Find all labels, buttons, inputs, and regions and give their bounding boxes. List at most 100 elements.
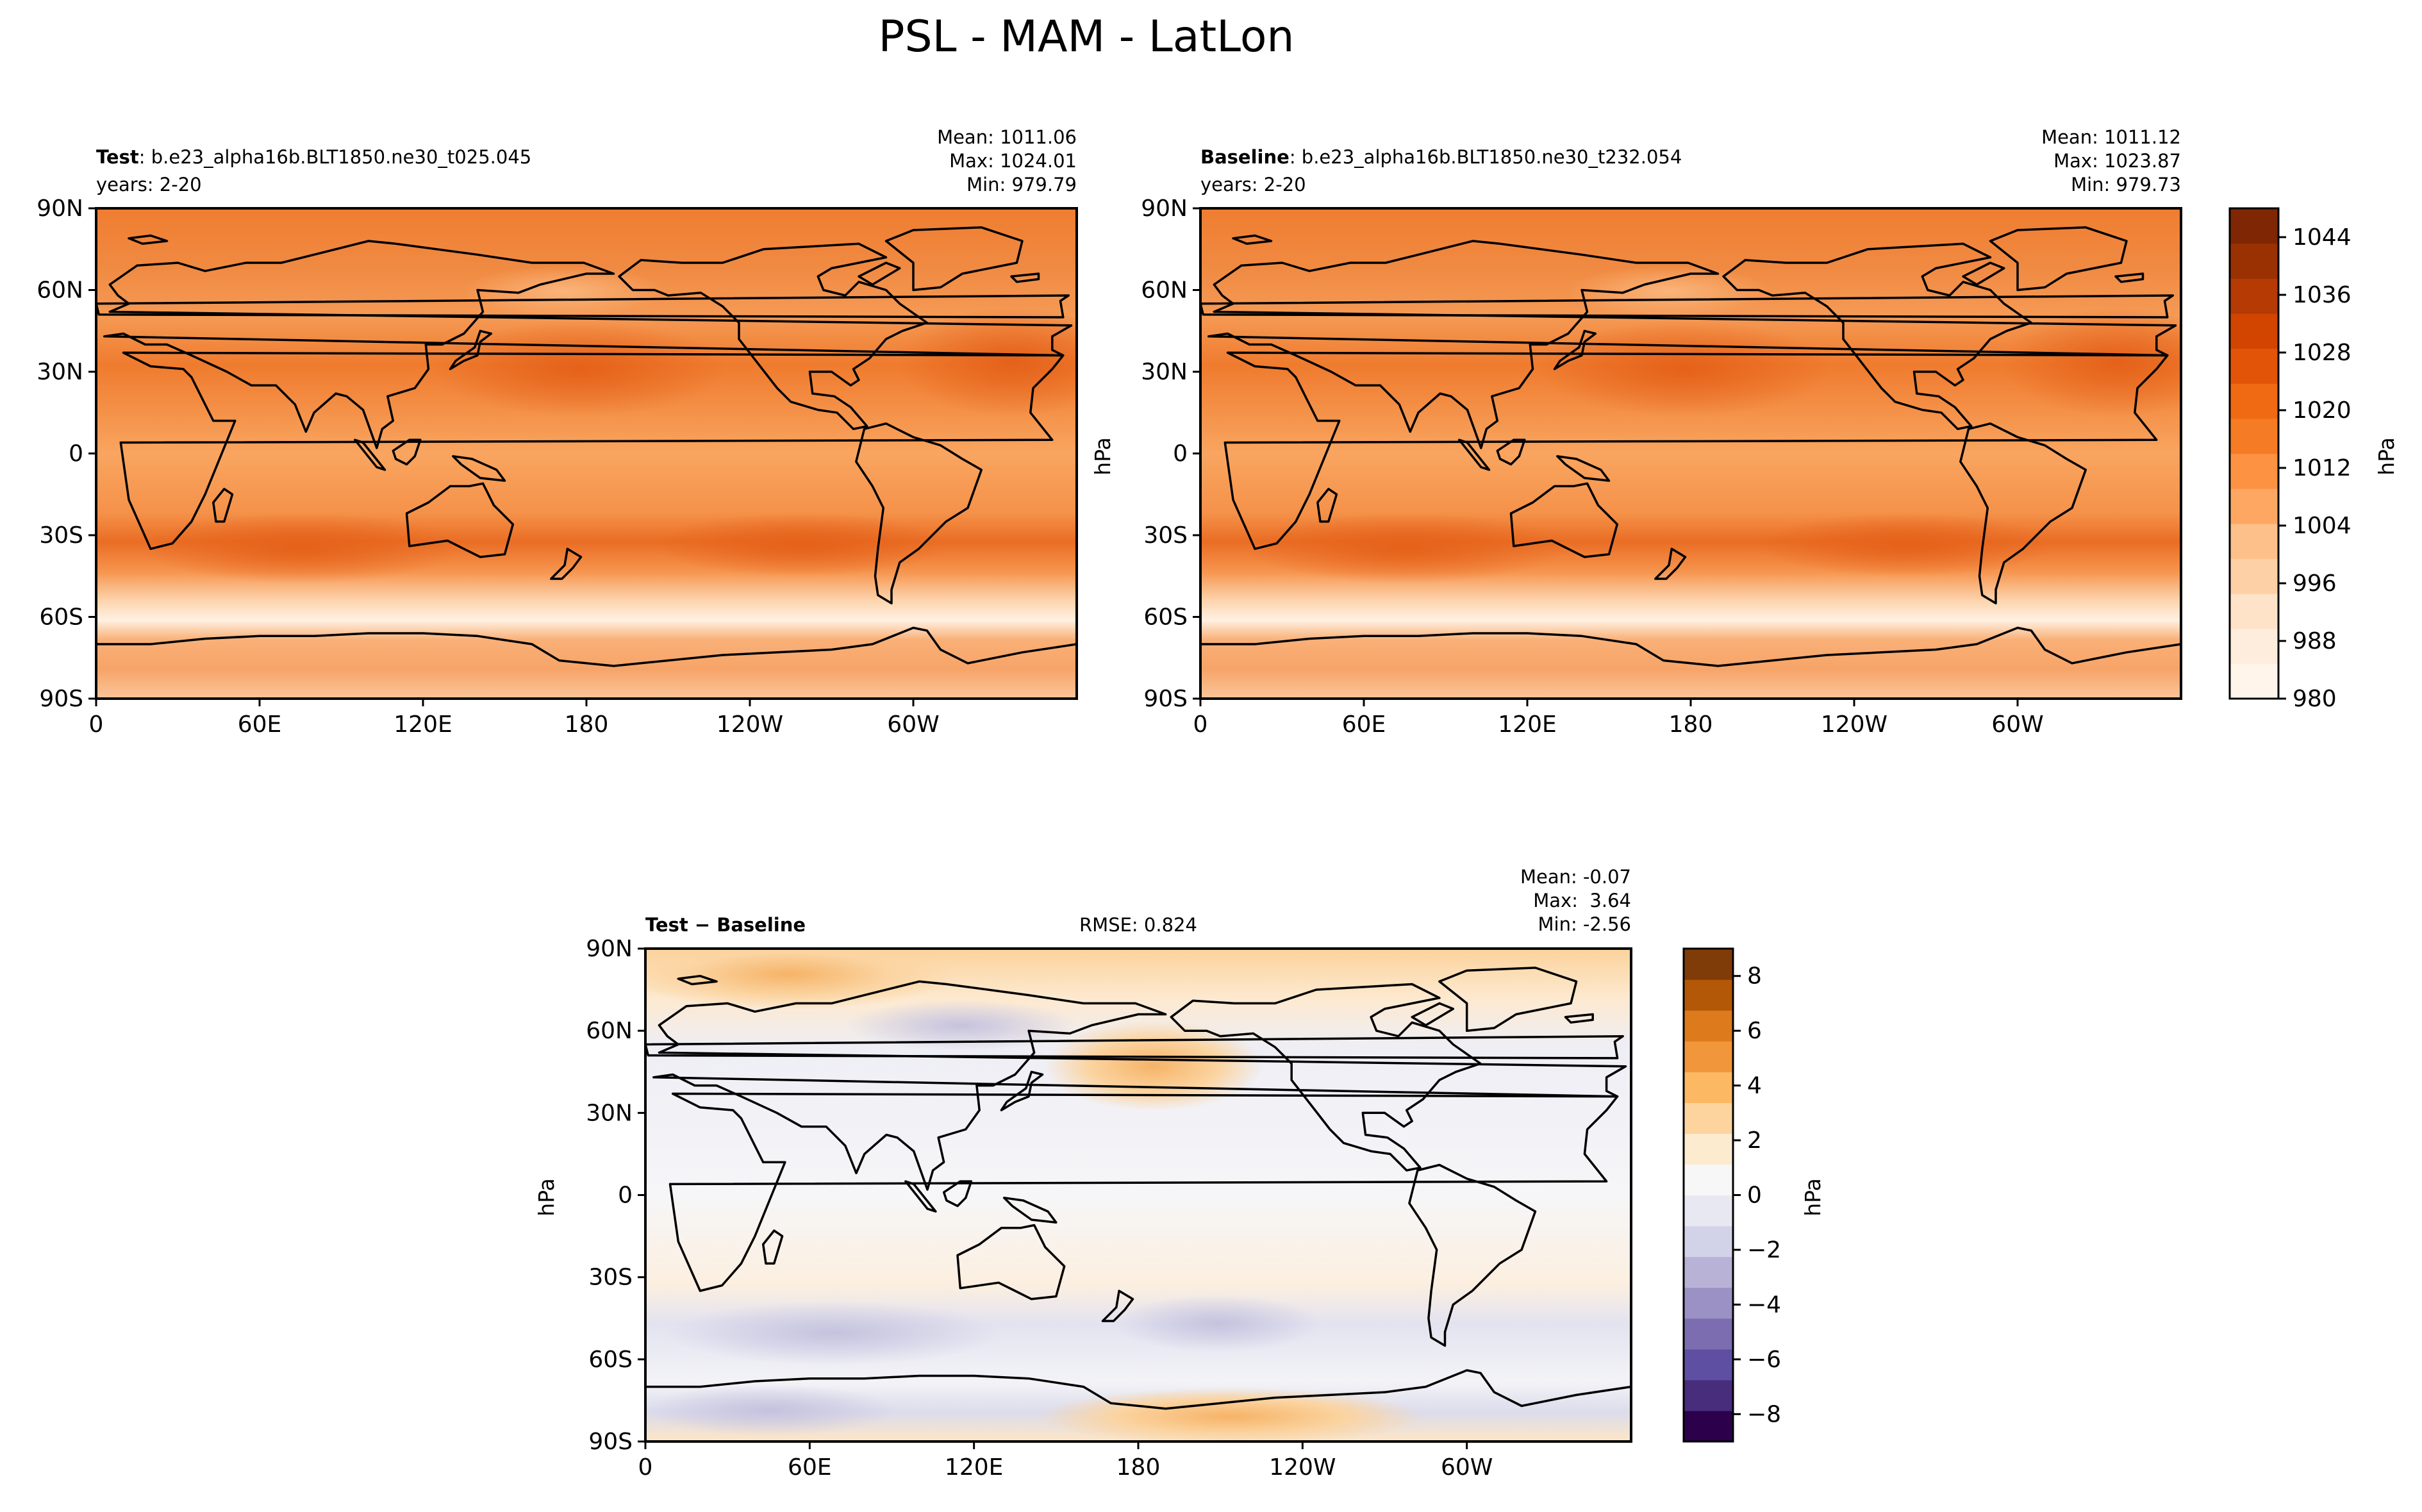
coastline-south-america — [1959, 422, 2087, 605]
diff-positive-arctic — [645, 949, 955, 1009]
coastline-iceland — [1564, 1013, 1594, 1024]
lon-tick-label: 180 — [565, 711, 609, 738]
test-stat-max: Max: 1024.01 — [949, 150, 1077, 172]
colorbar-swatch — [1684, 1225, 1733, 1258]
colorbar-swatch — [2230, 594, 2278, 629]
lat-tick-label: 60N — [37, 278, 83, 304]
diff-negative-southern-ocean-pacific — [1115, 1295, 1320, 1352]
diff-ylabel: hPa — [534, 1178, 559, 1217]
baseline-ylabel: hPa — [1090, 437, 1115, 476]
test-high-north-atlantic — [897, 308, 1077, 417]
lon-tick-label: 0 — [89, 711, 104, 738]
colorbar-tick-label: 2 — [1747, 1127, 1762, 1154]
coastline-new-guinea — [1002, 1197, 1058, 1224]
coastline-new-zealand — [1101, 1290, 1134, 1322]
diff-negative-eurasia — [846, 1000, 1077, 1051]
test-lon-axis: 0 60E 120E 180 120W 60W — [89, 699, 940, 738]
lon-tick-label: 60W — [1991, 711, 2043, 738]
colorbar-swatch — [1684, 1195, 1733, 1227]
diff-map-field — [645, 949, 1631, 1441]
coastline-borneo — [1496, 438, 1526, 466]
lat-tick-label: 60N — [1141, 278, 1188, 304]
test-label-bold: Test — [96, 146, 139, 168]
test-high-north-pacific — [433, 320, 727, 417]
colorbar-swatch — [1684, 1349, 1733, 1381]
baseline-stat-min: Min: 979.73 — [2071, 174, 2181, 195]
baseline-low-aleutian — [1566, 266, 1771, 317]
coastline-north-america — [618, 242, 929, 431]
colorbar-tick-label: 8 — [1747, 963, 1762, 990]
lat-tick-label: 30S — [39, 522, 83, 549]
test-high-south-pacific — [654, 513, 949, 577]
baseline-high-south-pacific — [1758, 513, 2053, 577]
colorbar-tick-label: 1044 — [2293, 224, 2351, 251]
lon-tick-label: 0 — [638, 1454, 653, 1481]
coastline-africa — [668, 1092, 1619, 1292]
lat-tick-label: 60S — [588, 1347, 633, 1373]
coastline-sumatra — [904, 1180, 937, 1213]
baseline-label-case: : b.e23_alpha16b.BLT1850.ne30_t232.054 — [1290, 146, 1682, 168]
colorbar-swatch — [2230, 628, 2278, 664]
diff-stat-mean: Mean: -0.07 — [1520, 866, 1631, 888]
coastline-greenland — [1989, 226, 2128, 292]
coastline-north-america — [1170, 983, 1482, 1172]
baseline-high-north-pacific — [1537, 320, 1832, 417]
colorbar-swatch — [2230, 383, 2278, 419]
lat-tick-label: 90N — [586, 936, 633, 962]
lat-tick-label: 30N — [37, 359, 83, 385]
colorbar-swatch — [1684, 1072, 1733, 1103]
coastline-eurasia — [1207, 240, 2177, 449]
coastline-africa — [119, 351, 1065, 551]
colorbar-tick-label: −8 — [1747, 1401, 1781, 1427]
lat-tick-label: 90S — [1143, 686, 1188, 712]
lat-tick-label: 30S — [1143, 522, 1188, 549]
coastline-greenland — [1438, 967, 1578, 1032]
lat-tick-label: 60S — [1143, 604, 1188, 631]
colorbar-tick-label: −2 — [1747, 1237, 1781, 1263]
coastline-new-guinea — [1556, 455, 1611, 482]
lat-tick-label: 0 — [69, 441, 83, 467]
baseline-panel: Baseline: b.e23_alpha16b.BLT1850.ne30_t2… — [1090, 126, 2182, 738]
coastline-sumatra — [1458, 438, 1491, 471]
coastline-greenland — [884, 226, 1024, 292]
diff-rmse: RMSE: 0.824 — [1079, 914, 1197, 936]
baseline-coastlines — [1200, 226, 2181, 699]
abs-colorbar: hPa 1044 1036 1028 1020 1012 1004 996 988 980 — [2228, 207, 2399, 712]
lat-tick-label: 30N — [1141, 359, 1188, 385]
colorbar-tick-label: 1004 — [2293, 513, 2351, 539]
colorbar-tick-label: 1028 — [2293, 340, 2351, 366]
colorbar-swatch — [2230, 278, 2278, 314]
colorbar-swatch — [2230, 523, 2278, 560]
colorbar-swatch — [1684, 1041, 1733, 1072]
coastline-madagascar — [1316, 488, 1338, 523]
lat-tick-label: 60N — [586, 1018, 633, 1044]
test-lat-axis: 90N 60N 30N 0 30S 60S 90S — [37, 195, 96, 712]
lon-tick-label: 0 — [1193, 711, 1208, 738]
lat-tick-label: 30S — [588, 1265, 633, 1291]
baseline-lon-axis: 0 60E 120E 180 120W 60W — [1193, 699, 2044, 738]
coastline-japan — [449, 329, 493, 370]
diff-negative-southern-ocean-indian — [667, 1301, 1000, 1365]
lon-tick-label: 120E — [945, 1454, 1003, 1481]
coastline-antarctica — [645, 1369, 1631, 1441]
test-label-case: : b.e23_alpha16b.BLT1850.ne30_t025.045 — [139, 146, 531, 168]
lon-tick-label: 120W — [1269, 1454, 1336, 1481]
lon-tick-label: 60W — [1441, 1454, 1493, 1481]
coastline-australia — [405, 482, 515, 558]
colorbar-swatch — [2230, 243, 2278, 279]
coastline-svalbard — [677, 974, 718, 986]
coastline-borneo — [942, 1180, 973, 1208]
colorbar-tick-label: −6 — [1747, 1347, 1781, 1373]
lon-tick-label: 180 — [1116, 1454, 1161, 1481]
figure-title: PSL - MAM - LatLon — [878, 12, 1294, 62]
lon-tick-label: 120E — [394, 711, 452, 738]
test-years: years: 2-20 — [96, 174, 202, 195]
lat-tick-label: 90S — [39, 686, 83, 712]
coastline-eurasia — [652, 980, 1627, 1191]
colorbar-swatch — [2230, 488, 2278, 524]
coastline-new-zealand — [1654, 547, 1687, 580]
colorbar-swatch — [1684, 1318, 1733, 1350]
baseline-years: years: 2-20 — [1200, 174, 1306, 195]
diff-colorbar: hPa 8 6 4 2 0 −2 −4 −6 −8 — [1682, 947, 1825, 1443]
